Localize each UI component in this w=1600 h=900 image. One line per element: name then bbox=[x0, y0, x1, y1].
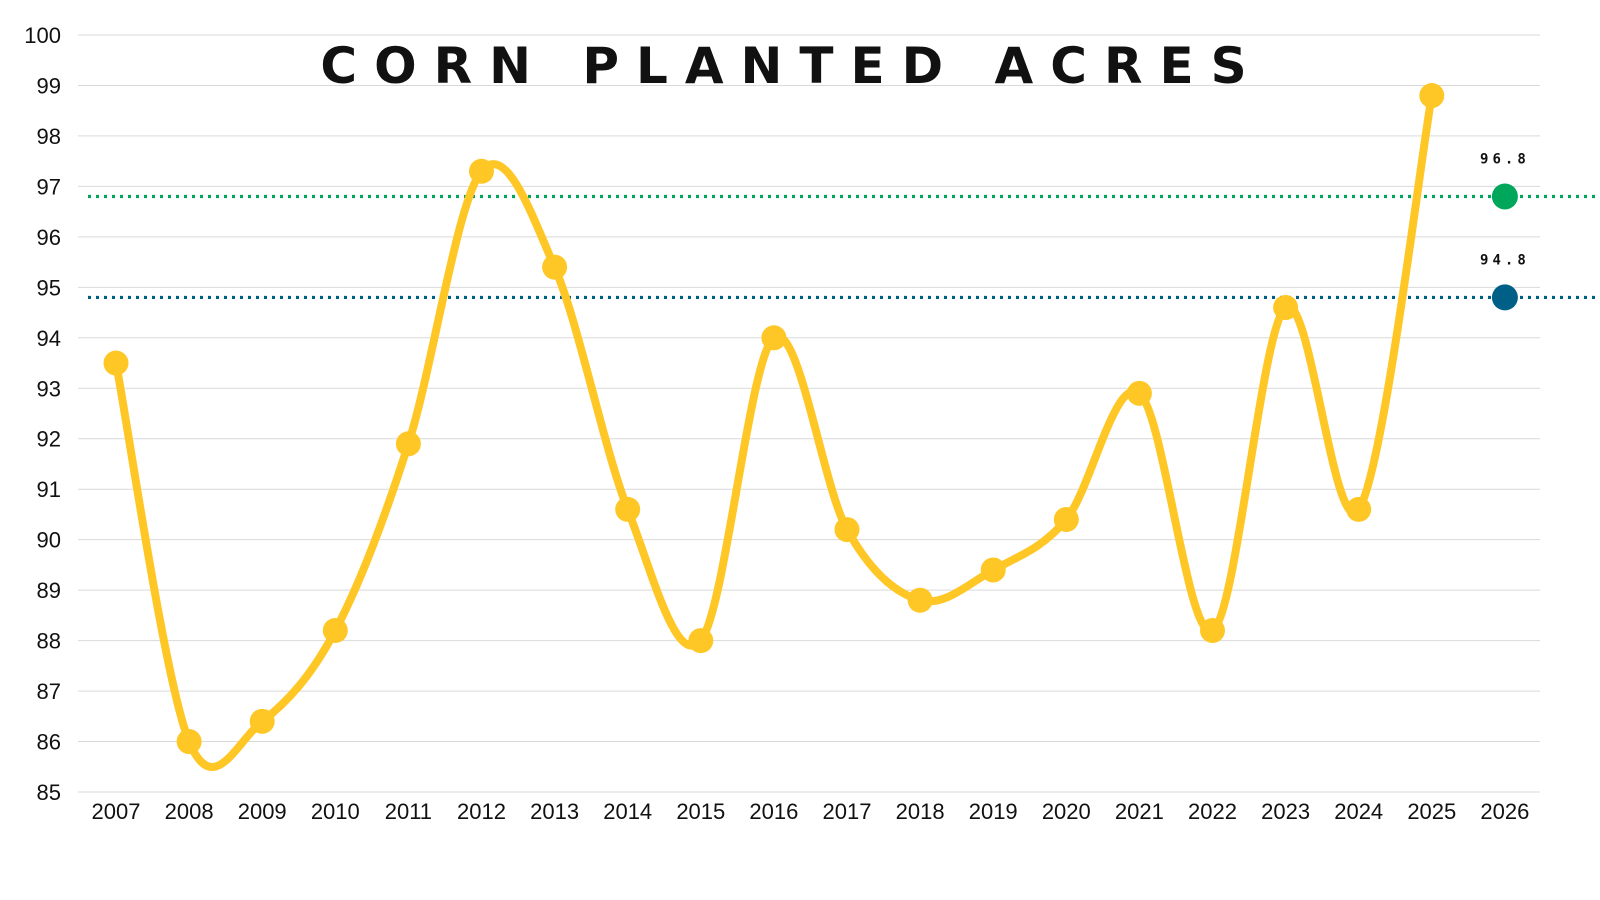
data-point-2018 bbox=[907, 587, 933, 613]
y-tick-label-96: 96 bbox=[37, 225, 61, 250]
x-tick-label-2017: 2017 bbox=[823, 799, 872, 824]
y-tick-label-100: 100 bbox=[24, 23, 61, 48]
x-tick-label-2025: 2025 bbox=[1407, 799, 1456, 824]
reference-points: 96.8 94.8 bbox=[1480, 151, 1530, 311]
series-layer bbox=[103, 83, 1445, 771]
data-point-2014 bbox=[615, 496, 641, 522]
y-tick-label-94: 94 bbox=[37, 326, 61, 351]
y-tick-label-90: 90 bbox=[37, 528, 61, 553]
y-tick-label-98: 98 bbox=[37, 124, 61, 149]
data-point-2009 bbox=[249, 708, 275, 734]
y-tick-label-99: 99 bbox=[37, 73, 61, 98]
x-tick-label-2013: 2013 bbox=[530, 799, 579, 824]
x-tick-label-2020: 2020 bbox=[1042, 799, 1091, 824]
data-point-2025 bbox=[1419, 83, 1445, 109]
y-tick-label-97: 97 bbox=[37, 174, 61, 199]
reference-lines bbox=[88, 194, 1600, 300]
x-tick-label-2019: 2019 bbox=[969, 799, 1018, 824]
x-tick-label-2023: 2023 bbox=[1261, 799, 1310, 824]
data-point-2017 bbox=[834, 517, 860, 543]
data-point-2019 bbox=[980, 557, 1006, 583]
data-point-2011 bbox=[395, 431, 421, 457]
x-tick-label-2021: 2021 bbox=[1115, 799, 1164, 824]
data-point-2007 bbox=[103, 350, 129, 376]
x-tick-label-2012: 2012 bbox=[457, 799, 506, 824]
data-point-2012 bbox=[469, 158, 494, 184]
y-tick-label-95: 95 bbox=[37, 275, 61, 300]
x-tick-label-2008: 2008 bbox=[165, 799, 214, 824]
data-point-2020 bbox=[1053, 506, 1079, 532]
data-point-2023 bbox=[1273, 295, 1299, 321]
data-point-2015 bbox=[688, 628, 714, 654]
data-point-2010 bbox=[322, 618, 348, 644]
y-tick-label-85: 85 bbox=[37, 780, 61, 805]
x-tick-label-2024: 2024 bbox=[1334, 799, 1383, 824]
chart-title: CORN PLANTED ACRES bbox=[320, 37, 1263, 95]
x-tick-label-2007: 2007 bbox=[92, 799, 141, 824]
y-tick-label-92: 92 bbox=[37, 427, 61, 452]
data-point-2008 bbox=[176, 729, 202, 755]
data-point-2022 bbox=[1200, 618, 1225, 644]
data-point-2021 bbox=[1126, 380, 1152, 406]
x-tick-label-2010: 2010 bbox=[311, 799, 360, 824]
reference-point-96.8 bbox=[1491, 183, 1518, 210]
data-point-2024 bbox=[1346, 496, 1372, 522]
y-tick-label-87: 87 bbox=[37, 679, 61, 704]
x-tick-label-2015: 2015 bbox=[676, 799, 725, 824]
data-point-2016 bbox=[761, 325, 787, 351]
x-tick-label-2009: 2009 bbox=[238, 799, 287, 824]
reference-label-94.8: 94.8 bbox=[1480, 252, 1530, 268]
y-tick-label-88: 88 bbox=[37, 629, 61, 654]
reference-point-94.8 bbox=[1491, 284, 1518, 311]
y-tick-label-91: 91 bbox=[37, 477, 61, 502]
y-tick-label-89: 89 bbox=[37, 578, 61, 603]
y-tick-label-86: 86 bbox=[37, 730, 61, 755]
gridlines bbox=[78, 34, 1540, 793]
x-axis-tick-labels: 2007 2008 2009 2010 2011 2012 2013 2014 2015 2016… bbox=[92, 799, 1530, 824]
x-tick-label-2014: 2014 bbox=[603, 799, 652, 824]
x-tick-label-2018: 2018 bbox=[896, 799, 945, 824]
x-tick-label-2022: 2022 bbox=[1188, 799, 1237, 824]
reference-label-96.8: 96.8 bbox=[1480, 151, 1530, 167]
x-tick-label-2016: 2016 bbox=[749, 799, 798, 824]
y-axis-tick-labels: 85 86 87 88 89 90 91 92 93 94 95 96 97 98 99 100 bbox=[24, 23, 61, 805]
y-tick-label-93: 93 bbox=[37, 376, 61, 401]
data-point-2013 bbox=[542, 254, 568, 280]
x-tick-label-2026: 2026 bbox=[1480, 799, 1529, 824]
x-tick-label-2011: 2011 bbox=[385, 799, 432, 824]
